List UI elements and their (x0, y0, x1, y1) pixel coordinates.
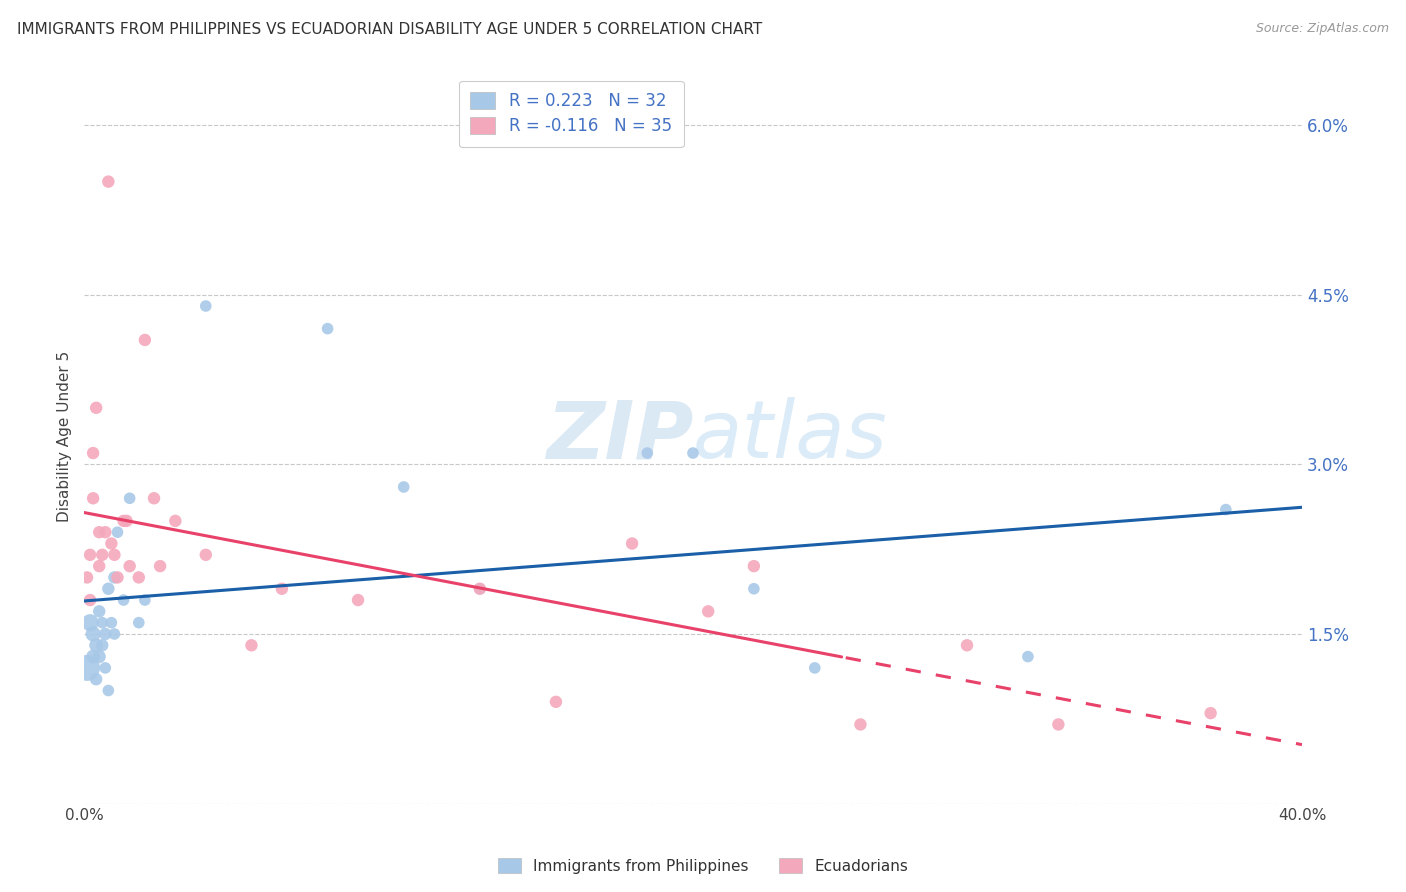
Point (1215, 502, 1237, 516)
Point (112, 593, 135, 607)
Point (94, 525, 117, 540)
Point (392, 480, 415, 494)
Point (468, 582, 491, 596)
Point (91, 638, 114, 652)
Point (468, 582, 491, 596)
Point (97, 175, 120, 189)
Text: IMMIGRANTS FROM PHILIPPINES VS ECUADORIAN DISABILITY AGE UNDER 5 CORRELATION CHA: IMMIGRANTS FROM PHILIPPINES VS ECUADORIA… (17, 22, 762, 37)
Point (316, 321, 339, 335)
Point (143, 491, 166, 506)
Point (100, 615, 122, 630)
Point (1199, 706, 1222, 720)
Point (544, 695, 567, 709)
Point (103, 548, 125, 562)
Point (621, 536, 644, 550)
Point (82, 649, 104, 664)
Point (165, 514, 187, 528)
Point (849, 717, 872, 731)
Point (149, 559, 172, 574)
Point (84, 638, 107, 652)
Point (271, 582, 294, 596)
Point (91, 548, 114, 562)
Point (97, 683, 120, 698)
Point (134, 593, 156, 607)
Point (636, 446, 658, 460)
Point (240, 638, 263, 652)
Point (103, 570, 125, 584)
Point (697, 604, 720, 618)
Point (956, 638, 979, 652)
Point (118, 559, 141, 574)
Point (76, 661, 98, 675)
Point (89, 525, 111, 540)
Point (79, 615, 101, 630)
Point (682, 446, 704, 460)
Point (742, 559, 765, 574)
Point (1017, 649, 1039, 664)
Legend: Immigrants from Philippines, Ecuadorians: Immigrants from Philippines, Ecuadorians (492, 852, 914, 880)
Point (89, 649, 111, 664)
Point (115, 514, 138, 528)
Point (94, 627, 117, 641)
Point (134, 333, 156, 347)
Point (742, 582, 765, 596)
Point (100, 536, 122, 550)
Point (79, 593, 101, 607)
Point (128, 570, 150, 584)
Point (76, 570, 98, 584)
Text: atlas: atlas (693, 397, 887, 475)
Point (89, 559, 111, 574)
Point (82, 446, 104, 460)
Text: Source: ZipAtlas.com: Source: ZipAtlas.com (1256, 22, 1389, 36)
Point (194, 548, 217, 562)
Point (1047, 717, 1070, 731)
Point (84, 672, 107, 686)
Point (194, 299, 217, 313)
Point (128, 615, 150, 630)
Point (79, 548, 101, 562)
Point (103, 627, 125, 641)
Point (82, 491, 104, 506)
Point (84, 401, 107, 415)
Point (91, 615, 114, 630)
Y-axis label: Disability Age Under 5: Disability Age Under 5 (58, 351, 72, 522)
Point (97, 582, 120, 596)
Legend: R = 0.223   N = 32, R = -0.116   N = 35: R = 0.223 N = 32, R = -0.116 N = 35 (458, 80, 683, 147)
Point (94, 661, 117, 675)
Point (107, 570, 129, 584)
Point (89, 604, 111, 618)
Text: ZIP: ZIP (546, 397, 693, 475)
Point (347, 593, 370, 607)
Point (803, 661, 825, 675)
Point (112, 514, 135, 528)
Point (82, 627, 104, 641)
Point (107, 525, 129, 540)
Point (118, 491, 141, 506)
